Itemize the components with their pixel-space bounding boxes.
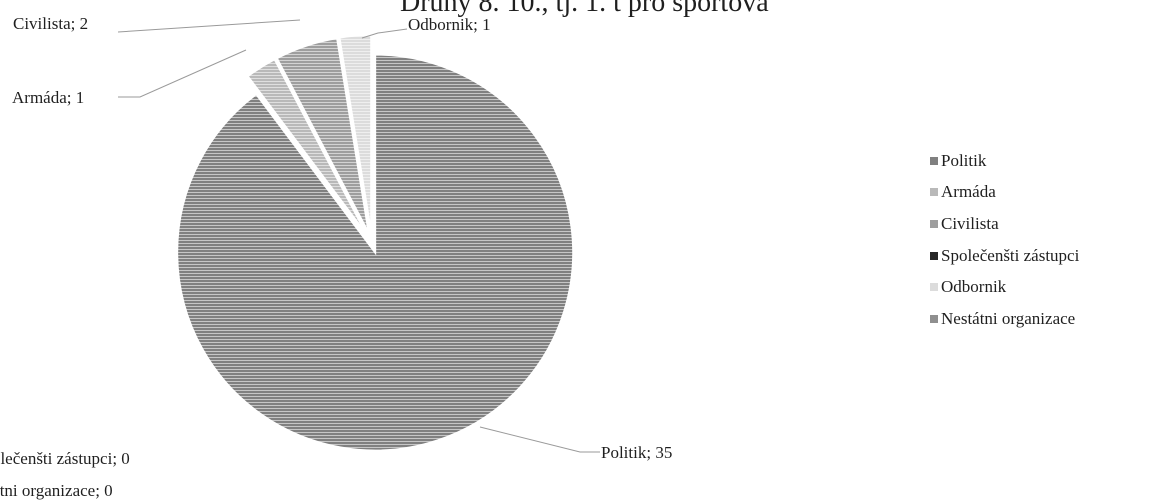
legend-label-politik: Politik xyxy=(941,150,987,170)
legend-swatch-spolecensti-zastupci xyxy=(930,251,938,260)
pie-slice-texture-politik xyxy=(177,54,574,451)
leader-line-civilista xyxy=(117,19,301,33)
legend-item-armada: Armáda xyxy=(930,177,1079,209)
legend-label-civilista: Civilista xyxy=(941,213,999,233)
pie-slice-texture-armada xyxy=(247,59,367,235)
data-label-spolecensti-zastupci: Společenšti zástupci; 0 xyxy=(0,449,130,468)
legend-label-nestatni-organizace: Nestátni organizace xyxy=(941,308,1076,328)
legend-item-politik: Politik xyxy=(930,145,1079,177)
legend-item-civilista: Civilista xyxy=(930,208,1079,240)
legend-item-nestatni-organizace: Nestátni organizace xyxy=(930,303,1079,335)
legend-label-spolecensti-zastupci: Společenšti zástupci xyxy=(941,245,1080,265)
pie-slice-texture-civilista xyxy=(276,38,369,234)
leader-line-armada xyxy=(118,49,247,98)
leader-line-odbornik xyxy=(361,28,408,39)
pie-slice-texture-odbornik xyxy=(339,35,372,234)
data-label-politik: Politik; 35 xyxy=(601,443,672,462)
data-label-nestatni-organizace: Nestátni organizace; 0 xyxy=(0,481,113,500)
legend-swatch-civilista xyxy=(930,219,938,228)
data-label-armada: Armáda; 1 xyxy=(12,88,84,107)
leader-line-politik xyxy=(479,426,600,453)
legend-swatch-nestatni-organizace xyxy=(930,314,938,323)
legend-swatch-odbornik xyxy=(930,283,938,292)
legend-label-armada: Armáda xyxy=(941,182,996,202)
legend-label-odbornik: Odbornik xyxy=(941,277,1007,297)
legend-item-odbornik: Odbornik xyxy=(930,271,1079,303)
legend-swatch-politik xyxy=(930,156,938,165)
legend-item-spolecensti-zastupci: Společenšti zástupci xyxy=(930,240,1079,272)
chart-legend: Politik Armáda Civilista Společenšti zás… xyxy=(930,145,1079,335)
chart-title: Druhy 8. 10., tj. 1. t pro sportova xyxy=(400,0,769,18)
data-label-odbornik: Odbornik; 1 xyxy=(408,15,491,34)
data-label-civilista: Civilista; 2 xyxy=(13,14,88,33)
legend-swatch-armada xyxy=(930,188,938,197)
